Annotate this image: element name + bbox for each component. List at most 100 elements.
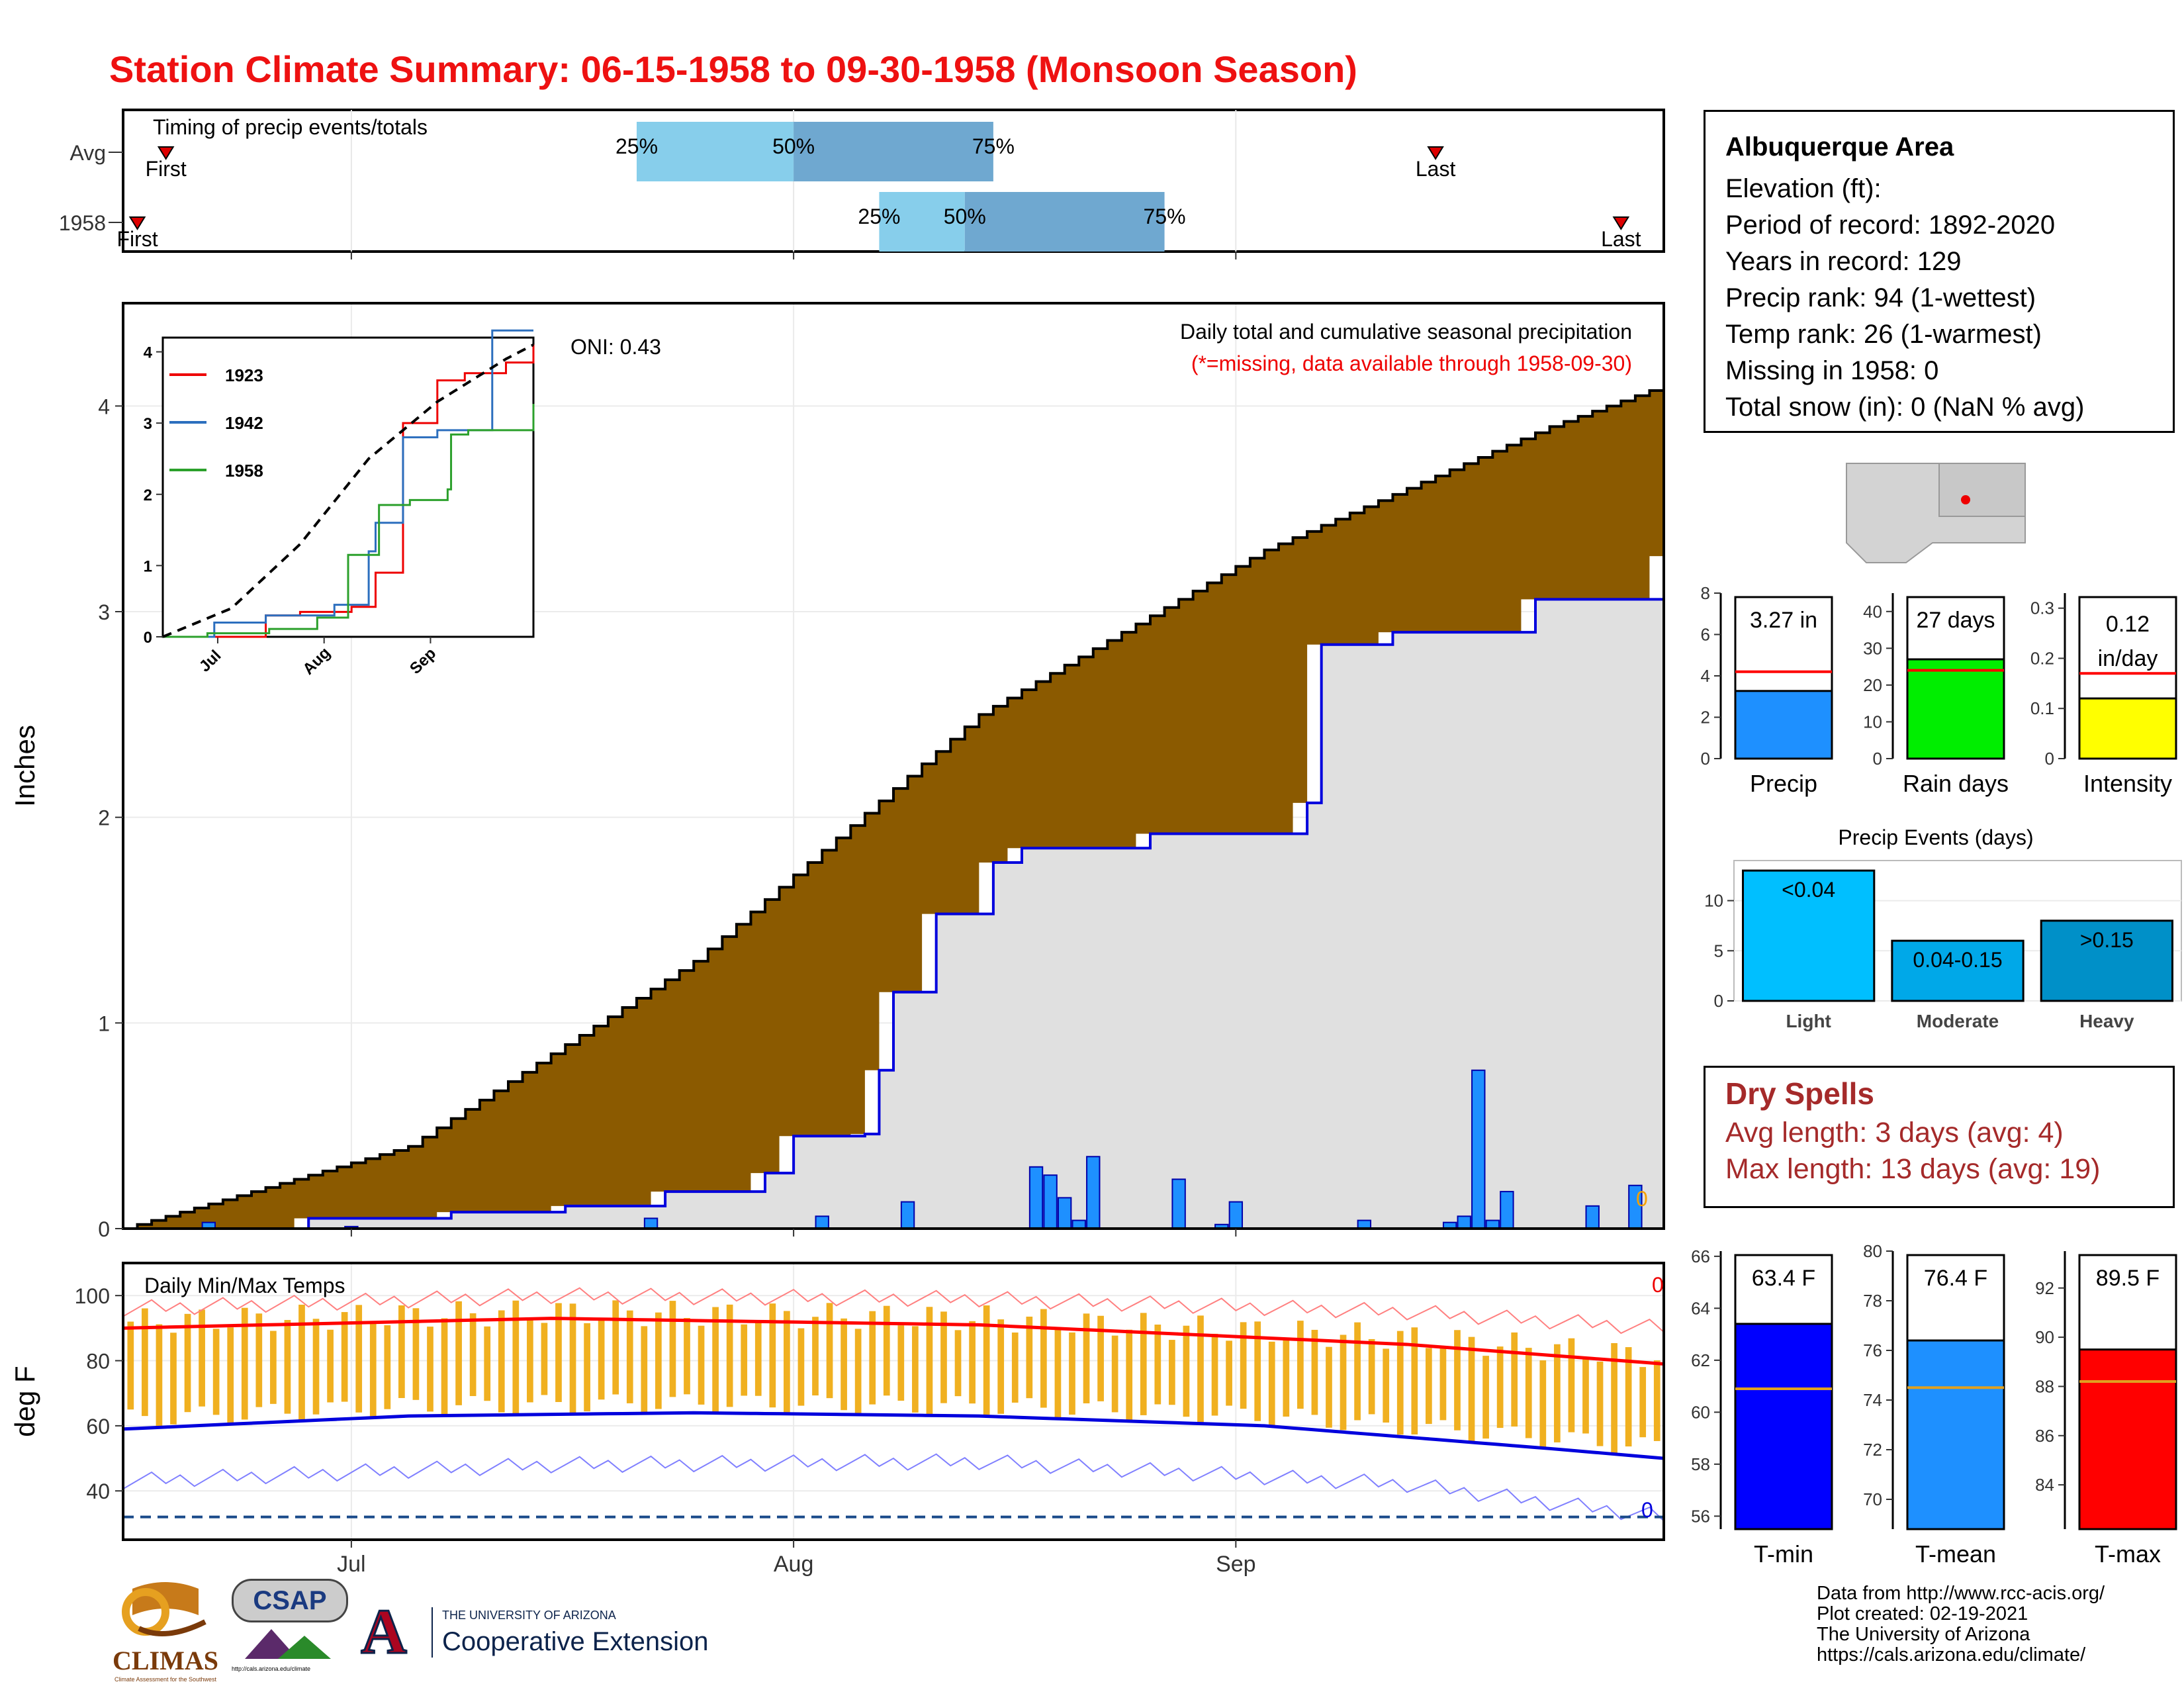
events-bar-label: 0.04-0.15 <box>1913 948 2002 972</box>
timing-first-label: First <box>116 227 158 251</box>
temp-max-value-bar <box>2078 1348 2177 1530</box>
daily-temp-bar <box>1639 1367 1647 1438</box>
daily-temp-bar <box>555 1303 562 1402</box>
inset-series-line <box>163 404 535 638</box>
daily-precip-bar <box>815 1215 829 1229</box>
temp-x-tick-label: Jul <box>337 1552 365 1577</box>
station-line: Period of record: 1892-2020 <box>1725 211 2056 240</box>
climas-logo: CLIMAS Climate Assessment for the Southw… <box>106 1575 225 1683</box>
temp-title: Daily Min/Max Temps <box>144 1274 345 1297</box>
precip-y-tick-label: 4 <box>98 395 110 418</box>
daily-temp-bar <box>227 1327 234 1425</box>
temp-max-tick-label: 92 <box>2035 1278 2054 1298</box>
daily-precip-bar <box>643 1217 659 1230</box>
climas-wordmark: CLIMAS <box>112 1646 219 1675</box>
tmax-end-label: 0 <box>1652 1273 1664 1297</box>
summary-rain-days-value-text: 27 days <box>1916 608 1995 633</box>
csap-wordmark: CSAP <box>253 1586 327 1615</box>
timing-label-25: 25% <box>858 205 900 228</box>
station-line: Temp rank: 26 (1-warmest) <box>1725 320 2042 349</box>
events-category-label: Light <box>1786 1011 1831 1031</box>
daily-temp-bar <box>1268 1341 1275 1426</box>
daily-temp-bar <box>327 1329 334 1403</box>
temp-y-axis-label: deg F <box>9 1366 40 1436</box>
inset-y-tick-label: 3 <box>144 415 152 433</box>
station-location-marker <box>1961 495 1970 504</box>
daily-temp-bar <box>1326 1346 1332 1428</box>
temp-mean-tick-label: 72 <box>1863 1440 1882 1460</box>
avg-tmin-line <box>122 1411 1664 1460</box>
daily-temp-bar <box>1154 1325 1161 1405</box>
temp-y-tick-label: 60 <box>86 1415 110 1438</box>
daily-precip-bar <box>1228 1201 1244 1229</box>
daily-precip-bar <box>1471 1069 1486 1229</box>
observed-cumulative-line <box>123 556 1665 1230</box>
timing-row-label: 1958 <box>59 211 106 235</box>
timing-title: Timing of precip events/totals <box>153 115 428 139</box>
daily-temp-bar <box>1396 1331 1404 1435</box>
daily-temp-bar <box>626 1310 633 1403</box>
inset-legend-label: 1942 <box>225 413 263 433</box>
daily-temp-bar <box>669 1301 676 1397</box>
daily-temp-bar <box>1340 1335 1347 1430</box>
precip-y-tick-label: 2 <box>98 806 110 830</box>
temp-min-tick-label: 64 <box>1691 1298 1710 1318</box>
daily-temp-bar <box>284 1320 291 1414</box>
daily-temp-bar <box>412 1308 420 1400</box>
daily-temp-bar <box>883 1305 890 1396</box>
daily-temp-bar <box>255 1313 263 1407</box>
ua-logo: A THE UNIVERSITY OF ARIZONA Cooperative … <box>357 1599 741 1668</box>
events-category-label: Heavy <box>2079 1011 2134 1031</box>
summary-intensity-value-unit: in/day <box>2098 646 2158 671</box>
climas-emblem-icon <box>122 1582 206 1636</box>
csap-url: http://cals.arizona.edu/climate <box>232 1665 311 1672</box>
timing-row-label: Avg <box>69 141 106 165</box>
summary-intensity-label: Intensity <box>2083 770 2172 797</box>
map-new-mexico <box>1938 463 2026 517</box>
daily-temp-bar <box>684 1318 690 1395</box>
summary-intensity-value-bar <box>2078 697 2177 760</box>
dry-spells-title: Dry Spells <box>1725 1076 1874 1111</box>
daily-temp-bar <box>1482 1356 1489 1439</box>
temp-min-value-text: 63.4 F <box>1752 1266 1815 1291</box>
precip-y-tick-label: 1 <box>98 1011 110 1035</box>
timing-last-label: Last <box>1416 157 1456 181</box>
daily-temp-bar <box>1140 1313 1147 1415</box>
daily-temp-bar <box>1054 1328 1062 1419</box>
daily-temp-bar <box>969 1321 976 1404</box>
daily-temp-bar <box>655 1312 662 1409</box>
average-cumulative-line <box>123 385 1665 1230</box>
daily-temp-bar <box>1525 1348 1532 1438</box>
ua-university: THE UNIVERSITY OF ARIZONA <box>442 1609 616 1622</box>
daily-temp-bar <box>897 1325 905 1401</box>
summary-rain-days-value-bar <box>1906 658 2005 760</box>
observed-cumulative-area <box>123 556 1664 1229</box>
temp-min-label: T-min <box>1754 1540 1813 1568</box>
daily-temp-bar <box>1454 1330 1461 1430</box>
daily-temp-bar <box>940 1311 947 1403</box>
daily-temp-bar <box>1383 1348 1390 1423</box>
daily-precip-bar <box>900 1201 915 1229</box>
credits: Data from http://www.rcc-acis.org/ Plot … <box>1817 1583 2105 1665</box>
temp-mean-label: T-mean <box>1915 1540 1996 1568</box>
daily-temp-bar <box>1083 1313 1090 1403</box>
credit-line: Data from http://www.rcc-acis.org/ <box>1817 1583 2105 1604</box>
timing-bar-50-75 <box>964 192 1165 252</box>
precip-y-axis-label: Inches <box>9 725 40 807</box>
daily-temp-bar <box>1411 1327 1418 1435</box>
daily-temp-bar <box>298 1304 305 1421</box>
daily-temp-bar <box>369 1323 377 1418</box>
daily-temp-bar <box>1126 1329 1133 1421</box>
daily-temp-bar <box>584 1323 590 1412</box>
daily-temp-bar <box>983 1305 990 1415</box>
oni-label: ONI: 0.43 <box>570 335 661 359</box>
station-info-box: Albuquerque Area Elevation (ft): Period … <box>1704 110 2175 433</box>
daily-temp-bar <box>127 1321 134 1410</box>
summary-rain-days-label: Rain days <box>1903 770 2009 797</box>
station-line: Elevation (ft): <box>1725 174 1882 203</box>
summary-precip-tick-label: 0 <box>1701 749 1710 769</box>
inset-average-line <box>162 343 534 638</box>
summary-intensity-tick-label: 0 <box>2045 749 2054 769</box>
avg-tmax-line <box>122 1317 1664 1366</box>
temp-min-value-bar <box>1734 1323 1833 1530</box>
